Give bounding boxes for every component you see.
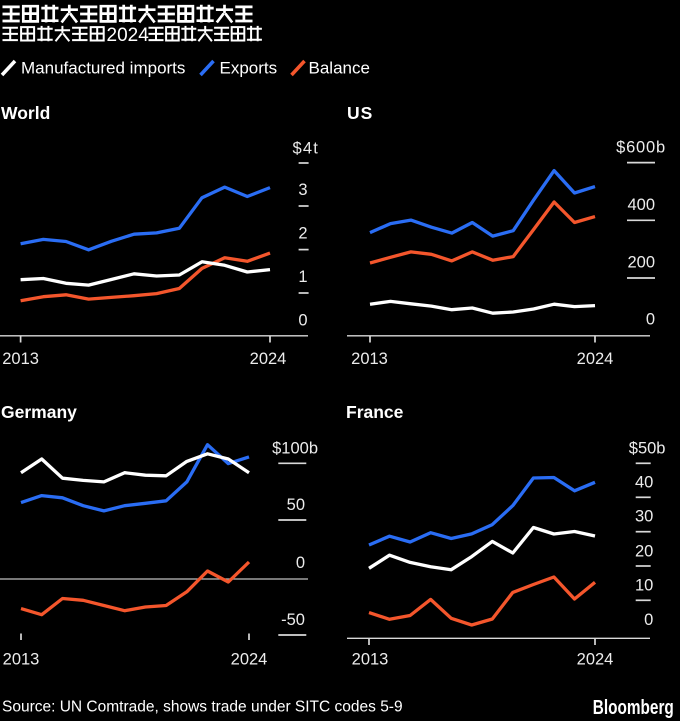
svg-text:2024: 2024 <box>577 650 614 668</box>
svg-text:200: 200 <box>627 254 655 272</box>
svg-text:2024: 2024 <box>250 350 287 368</box>
svg-text:20: 20 <box>635 543 653 561</box>
svg-text:$600b: $600b <box>616 139 666 157</box>
svg-text:3: 3 <box>298 181 307 199</box>
svg-text:2013: 2013 <box>351 350 388 368</box>
svg-text:0: 0 <box>644 611 653 629</box>
svg-text:$50b: $50b <box>629 439 666 457</box>
svg-text:0: 0 <box>296 554 305 572</box>
svg-text:2024: 2024 <box>231 650 268 668</box>
svg-text:World: World <box>1 103 50 123</box>
svg-text:2013: 2013 <box>352 650 389 668</box>
svg-text:-50: -50 <box>281 611 305 629</box>
svg-text:$4t: $4t <box>292 140 319 158</box>
svg-text:$100b: $100b <box>272 439 318 457</box>
svg-text:0: 0 <box>646 310 655 328</box>
svg-text:2024: 2024 <box>107 25 150 46</box>
svg-text:Source: UN Comtrade, shows tra: Source: UN Comtrade, shows trade under S… <box>2 699 403 716</box>
svg-text:2013: 2013 <box>2 350 39 368</box>
svg-text:Exports: Exports <box>220 59 278 78</box>
svg-text:1: 1 <box>298 268 307 286</box>
svg-text:2013: 2013 <box>3 650 40 668</box>
svg-text:2024: 2024 <box>577 350 614 368</box>
svg-text:Manufactured imports: Manufactured imports <box>21 59 185 78</box>
svg-text:30: 30 <box>635 508 653 526</box>
svg-text:France: France <box>346 402 404 422</box>
svg-text:400: 400 <box>627 196 655 214</box>
svg-text:US: US <box>347 103 373 123</box>
svg-text:0: 0 <box>298 312 307 330</box>
svg-text:10: 10 <box>635 577 653 595</box>
svg-text:2: 2 <box>298 225 307 243</box>
svg-text:Germany: Germany <box>1 402 77 422</box>
svg-text:50: 50 <box>287 496 305 514</box>
svg-text:Bloomberg: Bloomberg <box>593 697 674 719</box>
svg-text:Balance: Balance <box>309 59 370 78</box>
svg-text:40: 40 <box>635 474 653 492</box>
